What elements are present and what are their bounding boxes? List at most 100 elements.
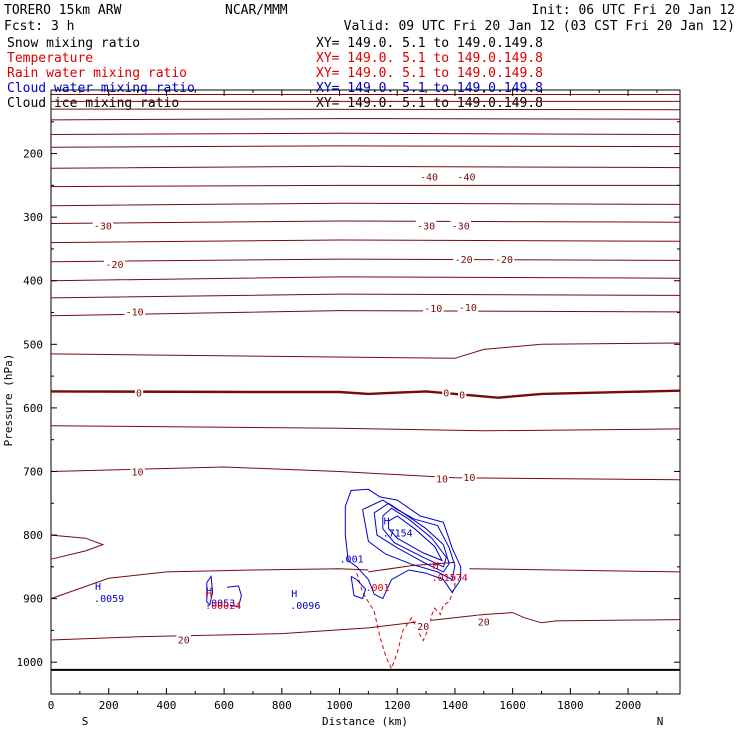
isotherm-line — [50, 534, 105, 560]
temperature-label-bg — [476, 615, 491, 627]
cloud-water-contour — [388, 515, 444, 562]
isotherm-line — [50, 276, 681, 282]
cloud-water-contour — [373, 502, 450, 573]
legend-entry-xy: XY= 149.0. 5.1 to 149.0.149.8 — [316, 51, 543, 66]
legend-entry-name: Cloud ice mixing ratio — [7, 96, 179, 111]
x-axis-label: Distance (km) — [322, 715, 408, 728]
y-tick-label: 1000 — [17, 656, 44, 669]
isotherm-line — [50, 184, 680, 188]
x-tick-label: 1600 — [499, 699, 526, 712]
x-tick-label: 1400 — [442, 699, 469, 712]
temperature-label: -30 — [94, 221, 112, 232]
x-tick-label: 1800 — [557, 699, 584, 712]
isotherm-line — [50, 568, 369, 600]
y-tick-label: 900 — [23, 593, 43, 606]
max-marker-h: H — [433, 561, 439, 572]
max-marker-h: H — [95, 582, 101, 593]
temperature-label-bg — [493, 253, 515, 265]
temperature-label-bg — [416, 619, 431, 631]
y-tick-label: 500 — [23, 338, 43, 351]
max-value-label: .0053 — [205, 599, 235, 610]
x-axis-south-label: S — [82, 715, 89, 728]
valid-time: Valid: 09 UTC Fri 20 Jan 12 (03 CST Fri … — [344, 19, 735, 34]
y-tick-label: 600 — [23, 402, 43, 415]
contour-value-label: .001 — [340, 554, 364, 565]
isotherm-line — [50, 202, 681, 207]
temperature-label: -10 — [459, 303, 477, 314]
forecast-hour: Fcst: 3 h — [4, 19, 74, 34]
temperature-label: 10 — [132, 467, 144, 478]
x-tick-label: 800 — [272, 699, 292, 712]
legend-entry-name: Snow mixing ratio — [7, 36, 140, 51]
isotherm-line — [50, 310, 681, 317]
x-tick-label: 600 — [214, 699, 234, 712]
temperature-label: 10 — [436, 474, 448, 485]
temperature-label-bg — [415, 219, 437, 231]
y-tick-label: 300 — [23, 211, 43, 224]
y-tick-label: 800 — [23, 529, 43, 542]
legend-entry-xy: XY= 149.0. 5.1 to 149.0.149.8 — [316, 96, 543, 111]
isotherm-line — [50, 118, 681, 121]
isotherm-line — [50, 165, 681, 169]
isotherm-line — [50, 145, 681, 148]
temperature-label: -30 — [452, 221, 470, 232]
cloud-water-contour — [226, 585, 242, 608]
isotherm-line — [469, 568, 681, 573]
legend-entry-name: Temperature — [7, 51, 93, 66]
cloud-water-contour — [206, 574, 214, 607]
max-value-label: .7154 — [383, 529, 413, 540]
isotherm-line — [50, 425, 681, 432]
temperature-label: -10 — [126, 307, 144, 318]
max-marker-h: H — [384, 517, 390, 528]
y-tick-label: 700 — [23, 465, 43, 478]
temperature-label-bg — [134, 386, 144, 398]
legend: Snow mixing ratio XY= 149.0. 5.1 to 149.0… — [7, 36, 543, 111]
temperature-label: 20 — [417, 622, 429, 633]
temperature-label-bg — [176, 633, 191, 645]
x-tick-label: 400 — [156, 699, 176, 712]
isotherm-line — [50, 293, 681, 299]
legend-entry-name: Cloud water mixing ratio — [7, 81, 195, 96]
x-tick-label: 200 — [99, 699, 119, 712]
temperature-label: 0 — [136, 389, 142, 400]
isotherm-line — [50, 466, 681, 481]
max-marker-h: H — [206, 587, 212, 598]
max-value-label: .00024 — [205, 601, 241, 612]
temperature-label-bg — [453, 253, 474, 265]
temperature-label-bg — [104, 258, 125, 270]
temperature-label: 0 — [443, 389, 449, 400]
temperature-label-bg — [434, 472, 450, 484]
isotherm-line — [50, 220, 681, 224]
x-tick-label: 0 — [48, 699, 55, 712]
center-label: NCAR/MMM — [225, 3, 288, 18]
legend-entry-name: Rain water mixing ratio — [7, 66, 187, 81]
init-time: Init: 06 UTC Fri 20 Jan 12 — [532, 3, 736, 18]
temperature-label: -30 — [417, 221, 435, 232]
temperature-label: -20 — [455, 255, 473, 266]
temperature-label: -40 — [457, 172, 475, 183]
temperature-label-bg — [462, 471, 477, 483]
isotherm-line — [50, 132, 681, 135]
isotherm-line — [50, 389, 681, 399]
temperature-label-bg — [442, 386, 451, 398]
temperature-label: -40 — [420, 172, 438, 183]
temperature-label: 0 — [459, 391, 465, 402]
temperature-label-bg — [423, 302, 444, 314]
contour-value-label: .001 — [366, 583, 390, 594]
cloud-water-contour — [382, 507, 447, 568]
max-value-label: .0059 — [94, 594, 124, 605]
temperature-label-bg — [458, 388, 467, 400]
temperature-label: 20 — [478, 618, 490, 629]
cloud-water-contour — [344, 488, 462, 600]
max-value-label: .01574 — [432, 573, 468, 584]
isotherm-line — [50, 612, 681, 641]
x-tick-label: 2000 — [615, 699, 642, 712]
max-value-label: .0096 — [290, 601, 320, 612]
plot-area: -40 -40-30 -30 -30-20 -20 -20-10 -10 -100 0 01010… — [50, 94, 681, 671]
temperature-label: 20 — [178, 635, 190, 646]
x-axis-north-label: N — [657, 715, 664, 728]
isotherm-line — [50, 108, 681, 111]
isotherm-line — [50, 342, 681, 359]
